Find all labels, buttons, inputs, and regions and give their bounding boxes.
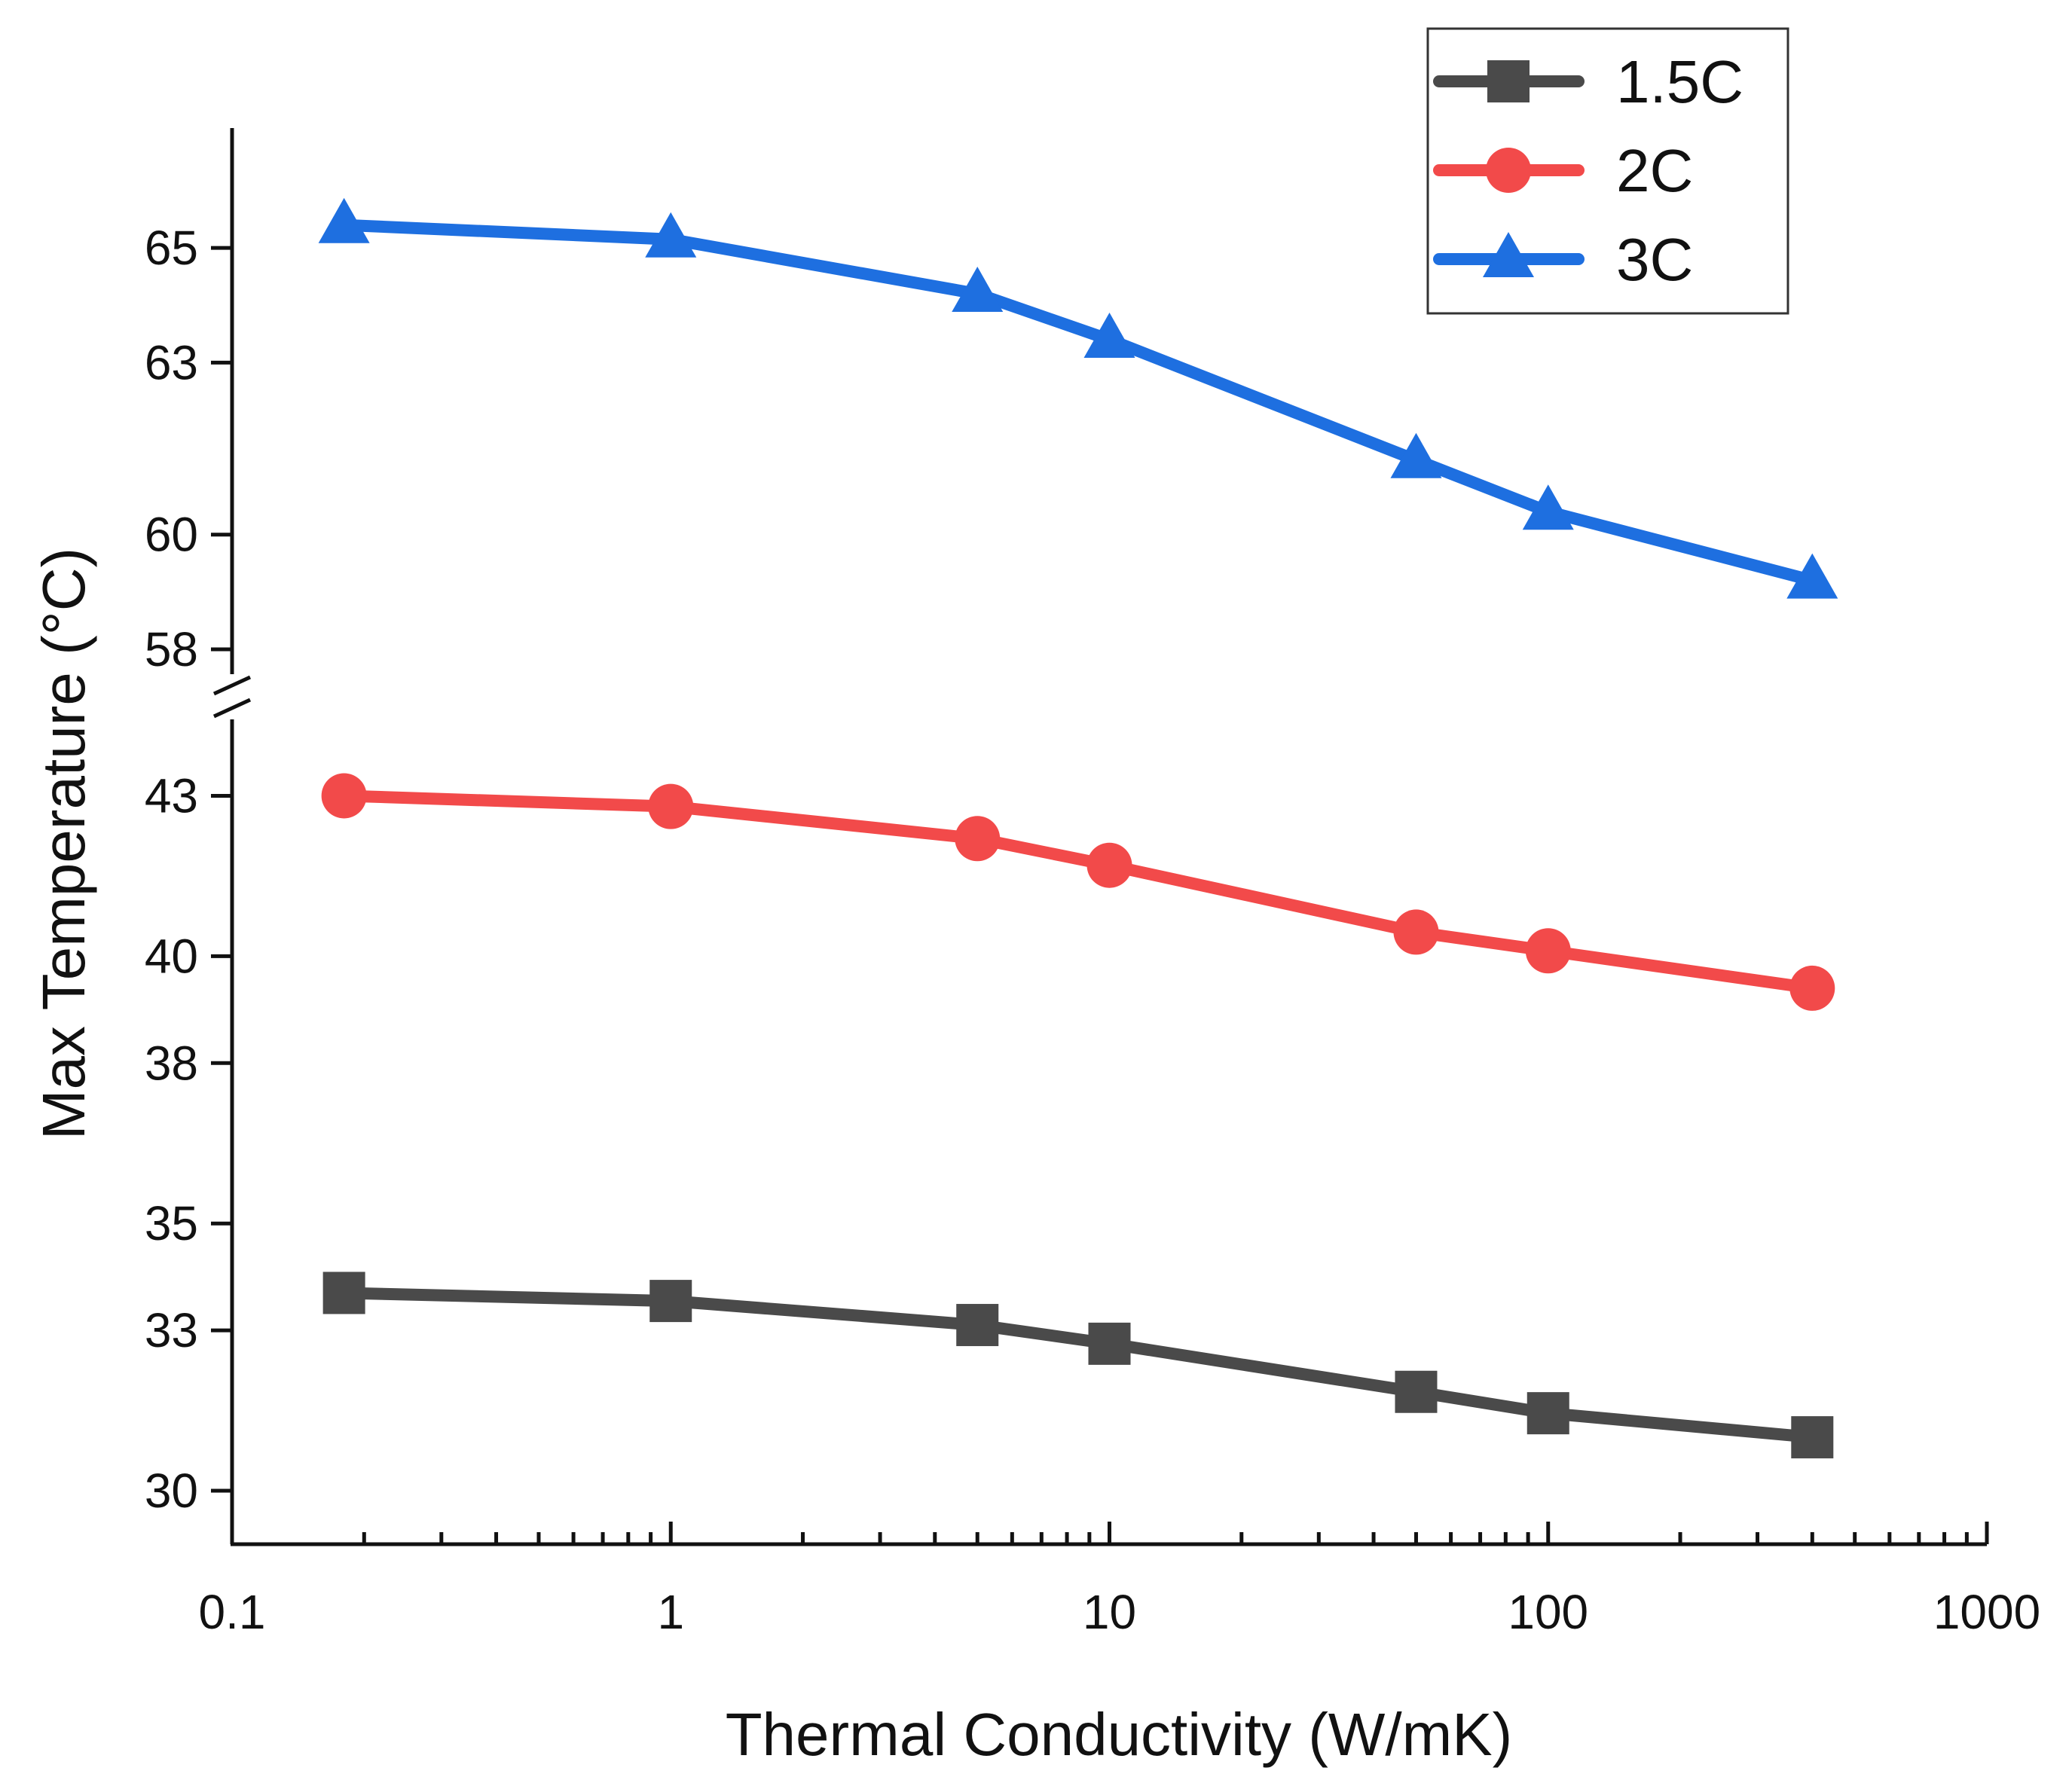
circle-marker — [1393, 909, 1439, 955]
y-tick-label: 35 — [145, 1196, 198, 1250]
legend-entry: 3C — [1433, 226, 1693, 293]
circle-marker — [1486, 148, 1531, 193]
triangle-marker — [1390, 432, 1442, 478]
axis-break-mark — [212, 675, 252, 696]
square-marker — [1526, 1392, 1569, 1435]
square-marker — [1791, 1416, 1834, 1459]
legend-entry: 1.5C — [1433, 48, 1743, 115]
square-marker — [1088, 1322, 1131, 1365]
circle-marker — [648, 783, 694, 829]
x-axis-title: Thermal Conductivity (W/mK) — [726, 1701, 1513, 1768]
series-2C — [321, 773, 1835, 1011]
y-tick-label: 65 — [145, 221, 198, 275]
triangle-marker — [1483, 232, 1534, 277]
triangle-marker — [318, 197, 370, 243]
y-axis-title: Max Temperature (°C) — [30, 548, 97, 1140]
circle-marker — [1086, 842, 1132, 888]
y-tick-label: 60 — [145, 508, 198, 562]
y-tick-label: 63 — [145, 335, 198, 389]
circle-marker — [1789, 965, 1835, 1011]
y-tick-label: 40 — [145, 929, 198, 983]
circle-marker — [1525, 928, 1571, 974]
legend-entry: 2C — [1433, 137, 1693, 204]
square-marker — [322, 1272, 365, 1314]
x-tick-label: 0.1 — [199, 1585, 266, 1639]
legend-label: 3C — [1616, 226, 1693, 293]
legend-label: 1.5C — [1616, 48, 1743, 115]
series-1.5C — [322, 1272, 1834, 1459]
circle-marker — [955, 816, 1001, 862]
triangle-marker — [645, 212, 697, 258]
series-3C — [318, 197, 1838, 599]
square-marker — [1487, 60, 1530, 102]
axis-break-mark — [212, 698, 252, 719]
series-line — [338, 1287, 1819, 1444]
circle-marker — [321, 773, 367, 819]
x-tick-label: 1000 — [1933, 1585, 2040, 1639]
square-marker — [1395, 1370, 1438, 1413]
square-marker — [649, 1280, 692, 1323]
triangle-marker — [1083, 312, 1135, 358]
y-tick-label: 30 — [145, 1464, 198, 1518]
triangle-marker — [952, 267, 1004, 313]
square-marker — [956, 1304, 999, 1347]
triangle-marker — [1522, 484, 1574, 530]
series-layer — [318, 197, 1838, 1459]
x-tick-label: 10 — [1083, 1585, 1136, 1639]
legend-label: 2C — [1616, 137, 1693, 204]
legend: 1.5C 2C 3C — [1426, 27, 1789, 315]
y-tick-label: 43 — [145, 768, 198, 823]
x-tick-label: 100 — [1508, 1585, 1588, 1639]
triangle-marker — [1786, 553, 1838, 599]
y-tick-label: 38 — [145, 1036, 198, 1090]
axes: 0.1 1 10 100 1000 30 33 35 38 40 43 58 60 63 65 — [145, 128, 2040, 1639]
y-tick-label: 58 — [145, 622, 198, 676]
series-line — [338, 789, 1819, 994]
x-tick-label: 1 — [657, 1585, 684, 1639]
y-tick-label: 33 — [145, 1303, 198, 1357]
